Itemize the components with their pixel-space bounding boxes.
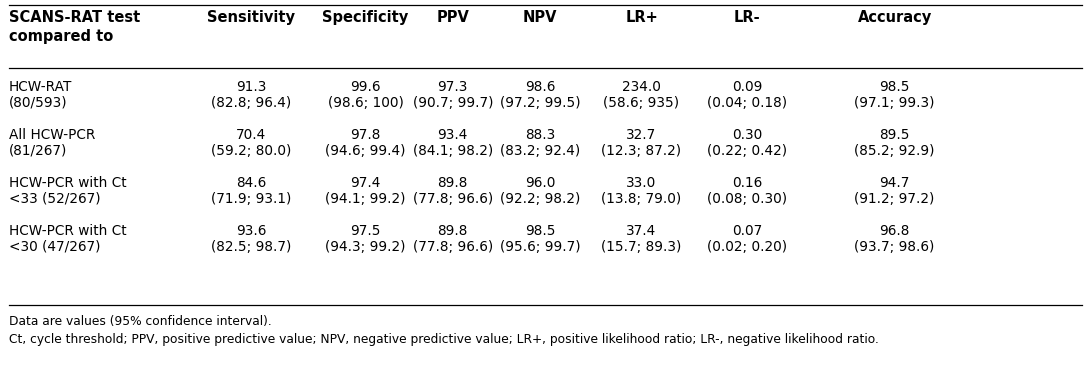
Text: (77.8; 96.6): (77.8; 96.6)	[412, 240, 493, 254]
Text: 0.09: 0.09	[732, 80, 763, 94]
Text: (97.2; 99.5): (97.2; 99.5)	[500, 96, 580, 110]
Text: (0.08; 0.30): (0.08; 0.30)	[707, 192, 788, 206]
Text: Data are values (95% confidence interval).: Data are values (95% confidence interval…	[9, 315, 272, 328]
Text: 0.30: 0.30	[732, 128, 763, 142]
Text: HCW-PCR with Ct: HCW-PCR with Ct	[9, 224, 127, 238]
Text: <30 (47/267): <30 (47/267)	[9, 240, 100, 254]
Text: (82.8; 96.4): (82.8; 96.4)	[211, 96, 291, 110]
Text: (59.2; 80.0): (59.2; 80.0)	[211, 144, 291, 158]
Text: (92.2; 98.2): (92.2; 98.2)	[500, 192, 580, 206]
Text: 98.6: 98.6	[525, 80, 555, 94]
Text: 0.16: 0.16	[732, 176, 763, 190]
Text: (15.7; 89.3): (15.7; 89.3)	[601, 240, 682, 254]
Text: 96.0: 96.0	[525, 176, 555, 190]
Text: 93.4: 93.4	[437, 128, 468, 142]
Text: (71.9; 93.1): (71.9; 93.1)	[211, 192, 291, 206]
Text: HCW-PCR with Ct: HCW-PCR with Ct	[9, 176, 127, 190]
Text: PPV: PPV	[436, 10, 469, 25]
Text: (83.2; 92.4): (83.2; 92.4)	[500, 144, 580, 158]
Text: 37.4: 37.4	[626, 224, 657, 238]
Text: 94.7: 94.7	[879, 176, 910, 190]
Text: 97.5: 97.5	[350, 224, 381, 238]
Text: (91.2; 97.2): (91.2; 97.2)	[854, 192, 935, 206]
Text: 88.3: 88.3	[525, 128, 555, 142]
Text: 99.6: 99.6	[350, 80, 381, 94]
Text: (82.5; 98.7): (82.5; 98.7)	[211, 240, 291, 254]
Text: (90.7; 99.7): (90.7; 99.7)	[412, 96, 493, 110]
Text: Sensitivity: Sensitivity	[207, 10, 295, 25]
Text: Ct, cycle threshold; PPV, positive predictive value; NPV, negative predictive va: Ct, cycle threshold; PPV, positive predi…	[9, 333, 878, 346]
Text: Specificity: Specificity	[322, 10, 409, 25]
Text: 97.3: 97.3	[437, 80, 468, 94]
Text: LR-: LR-	[734, 10, 760, 25]
Text: (85.2; 92.9): (85.2; 92.9)	[854, 144, 935, 158]
Text: HCW-RAT: HCW-RAT	[9, 80, 72, 94]
Text: (94.1; 99.2): (94.1; 99.2)	[325, 192, 406, 206]
Text: (95.6; 99.7): (95.6; 99.7)	[500, 240, 580, 254]
Text: (0.04; 0.18): (0.04; 0.18)	[707, 96, 788, 110]
Text: 32.7: 32.7	[626, 128, 657, 142]
Text: (77.8; 96.6): (77.8; 96.6)	[412, 192, 493, 206]
Text: 70.4: 70.4	[236, 128, 266, 142]
Text: (94.3; 99.2): (94.3; 99.2)	[325, 240, 406, 254]
Text: compared to: compared to	[9, 29, 113, 44]
Text: (0.22; 0.42): (0.22; 0.42)	[707, 144, 788, 158]
Text: <33 (52/267): <33 (52/267)	[9, 192, 100, 206]
Text: (94.6; 99.4): (94.6; 99.4)	[325, 144, 406, 158]
Text: 234.0: 234.0	[622, 80, 661, 94]
Text: SCANS-RAT test: SCANS-RAT test	[9, 10, 140, 25]
Text: 91.3: 91.3	[236, 80, 266, 94]
Text: 84.6: 84.6	[236, 176, 266, 190]
Text: (80/593): (80/593)	[9, 96, 68, 110]
Text: (97.1; 99.3): (97.1; 99.3)	[854, 96, 935, 110]
Text: 97.4: 97.4	[350, 176, 381, 190]
Text: (58.6; 935): (58.6; 935)	[603, 96, 680, 110]
Text: 33.0: 33.0	[626, 176, 657, 190]
Text: 98.5: 98.5	[525, 224, 555, 238]
Text: 89.8: 89.8	[437, 176, 468, 190]
Text: Accuracy: Accuracy	[858, 10, 932, 25]
Text: All HCW-PCR: All HCW-PCR	[9, 128, 95, 142]
Text: 0.07: 0.07	[732, 224, 763, 238]
Text: (12.3; 87.2): (12.3; 87.2)	[601, 144, 682, 158]
Text: (13.8; 79.0): (13.8; 79.0)	[601, 192, 682, 206]
Text: (0.02; 0.20): (0.02; 0.20)	[707, 240, 788, 254]
Text: 98.5: 98.5	[879, 80, 910, 94]
Text: (84.1; 98.2): (84.1; 98.2)	[412, 144, 493, 158]
Text: NPV: NPV	[523, 10, 558, 25]
Text: (98.6; 100): (98.6; 100)	[327, 96, 404, 110]
Text: 89.8: 89.8	[437, 224, 468, 238]
Text: 97.8: 97.8	[350, 128, 381, 142]
Text: LR+: LR+	[625, 10, 658, 25]
Text: 93.6: 93.6	[236, 224, 266, 238]
Text: (81/267): (81/267)	[9, 144, 68, 158]
Text: (93.7; 98.6): (93.7; 98.6)	[854, 240, 935, 254]
Text: 89.5: 89.5	[879, 128, 910, 142]
Text: 96.8: 96.8	[879, 224, 910, 238]
